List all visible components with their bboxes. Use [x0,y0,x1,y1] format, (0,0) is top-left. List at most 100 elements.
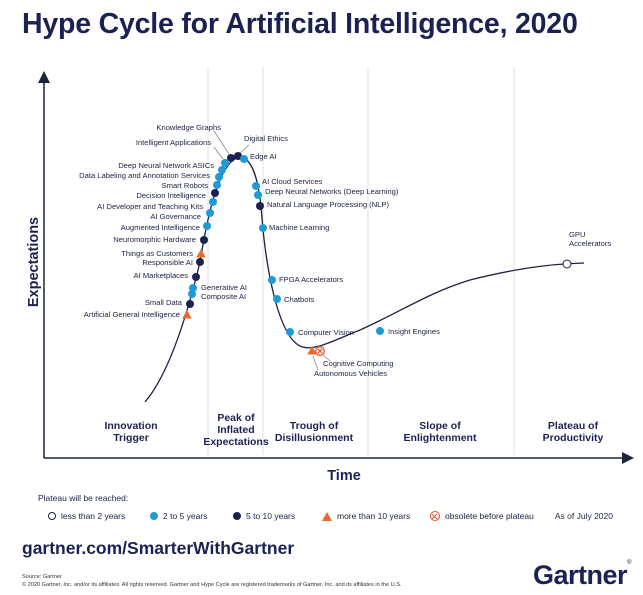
marker-generative-ai-cyan-dot-icon [189,284,197,292]
marker-augmented-intelligence-cyan-dot-icon [203,222,211,230]
phase-label-peak-of-inflated-expectations: Peak of Inflated Expectations [203,412,269,448]
callout-lines [213,130,331,371]
label-chatbots: Chatbots [284,295,315,304]
marker-gpu-accelerators-open-circle-icon [562,259,572,269]
label-things-as-customers: Things as Customers [121,249,193,258]
label-deep-neural-network-asics: Deep Neural Network ASICs [118,161,214,170]
label-edge-ai: Edge AI [250,152,277,161]
technology-markers [182,152,572,356]
phase-dividers [207,67,515,455]
copyright-note: © 2020 Gartner, Inc. and/or its affiliat… [22,582,402,588]
marker-small-data-navy-dot-icon [186,300,194,308]
marker-natural-language-processing-nlp-navy-dot-icon [256,202,264,210]
legend-item-5-to-10: 5 to 10 years [233,511,295,521]
label-generative-ai: Generative AI [201,283,247,292]
phase-labels: Innovation Trigger Peak of Inflated Expectat… [104,412,603,448]
gartner-logo: Gartner® [533,560,631,591]
label-responsible-ai: Responsible AI [142,258,193,267]
open-circle-icon [48,512,56,520]
label-augmented-intelligence: Augmented Intelligence [121,223,200,232]
label-ai-developer-and-teaching-kits: AI Developer and Teaching Kits [97,202,203,211]
marker-ai-developer-and-teaching-kits-cyan-dot-icon [209,198,217,206]
label-cognitive-computing: Cognitive Computing [323,359,394,368]
hype-cycle-chart: Expectations Time Innovation Trigger Peak … [26,67,634,484]
marker-ai-marketplaces-navy-dot-icon [192,273,200,281]
label-gpu-accelerators: GPU Accelerators [569,230,611,248]
legend-label: more than 10 years [337,511,411,521]
source-note: Source: Gartner [22,574,62,580]
legend-item-obsolete: obsolete before plateau [430,511,534,521]
orange-triangle-icon [322,511,332,521]
callout-line-digital-ethics [239,144,250,154]
y-axis-label: Expectations [26,217,42,307]
x-axis-label: Time [327,468,361,484]
navy-dot-icon [233,512,241,520]
marker-things-as-customers-triangle-icon [196,249,206,258]
as-of-date: As of July 2020 [554,511,613,521]
label-natural-language-processing-nlp: Natural Language Processing (NLP) [267,200,389,209]
callout-line-intelligent-applications [213,146,224,160]
label-smart-robots: Smart Robots [162,181,209,190]
phase-label-innovation-trigger: Innovation Trigger [104,420,157,444]
callout-line-autonomous-vehicles [312,355,319,371]
marker-composite-ai-cyan-dot-icon [188,290,196,298]
marker-knowledge-graphs-navy-dot-icon [227,154,235,162]
label-data-labeling-and-annotation-services: Data Labeling and Annotation Services [79,171,210,180]
marker-fpga-accelerators-cyan-dot-icon [268,276,276,284]
marker-ai-cloud-services-cyan-dot-icon [252,182,260,190]
phase-label-plateau-of-productivity: Plateau of Productivity [543,420,604,444]
phase-label-slope-of-enlightenment: Slope of Enlightenment [404,420,477,444]
marker-decision-intelligence-navy-dot-icon [211,189,219,197]
legend-heading: Plateau will be reached: [38,493,129,503]
legend-item-less-than-2: less than 2 years [48,511,125,521]
marker-data-labeling-and-annotation-services-cyan-dot-icon [215,173,223,181]
marker-digital-ethics-navy-dot-icon [234,152,242,160]
technology-labels: Knowledge Graphs Intelligent Applications… [79,123,611,378]
label-autonomous-vehicles: Autonomous Vehicles [314,369,387,378]
label-digital-ethics: Digital Ethics [244,134,288,143]
legend-item-2-to-5: 2 to 5 years [150,511,207,521]
marker-autonomous-vehicles-triangle-icon [307,346,317,355]
footer-link[interactable]: gartner.com/SmarterWithGartner [22,538,295,558]
cyan-dot-icon [150,512,158,520]
callout-line-knowledge-graphs [213,130,230,155]
marker-neuromorphic-hardware-navy-dot-icon [200,236,208,244]
callout-line-cognitive-computing [322,354,331,362]
marker-chatbots-cyan-dot-icon [273,295,281,303]
label-ai-governance: AI Governance [150,212,201,221]
label-machine-learning: Machine Learning [269,223,329,232]
label-insight-engines: Insight Engines [388,327,440,336]
marker-responsible-ai-navy-dot-icon [196,258,204,266]
label-knowledge-graphs: Knowledge Graphs [156,123,221,132]
marker-machine-learning-cyan-dot-icon [259,224,267,232]
obsolete-circle-icon [430,511,440,521]
label-neuromorphic-hardware: Neuromorphic Hardware [113,235,196,244]
marker-artificial-general-intelligence-triangle-icon [182,310,192,319]
legend: Plateau will be reached: less than 2 yea… [0,488,643,528]
marker-insight-engines-cyan-dot-icon [376,327,384,335]
label-decision-intelligence: Decision Intelligence [136,191,206,200]
page-title: Hype Cycle for Artificial Intelligence, … [22,8,578,40]
legend-item-more-than-10: more than 10 years [322,511,410,521]
marker-cognitive-computing-obsolete-icon [315,346,325,356]
legend-label: 2 to 5 years [163,511,208,521]
legend-label: 5 to 10 years [246,511,296,521]
label-computer-vision: Computer Vision [298,328,354,337]
logo-text: Gartner [533,560,628,590]
logo-registered-mark: ® [627,560,631,566]
label-deep-neural-networks-deep-learning: Deep Neural Networks (Deep Learning) [265,187,399,196]
marker-intelligent-applications-cyan-dot-icon [221,159,229,167]
marker-computer-vision-cyan-dot-icon [286,328,294,336]
marker-deep-neural-network-asics-cyan-dot-icon [218,166,226,174]
marker-deep-neural-networks-deep-learning-cyan-dot-icon [254,191,262,199]
legend-label: less than 2 years [61,511,126,521]
legend-label: obsolete before plateau [445,511,534,521]
label-artificial-general-intelligence: Artificial General Intelligence [84,310,180,319]
label-ai-cloud-services: AI Cloud Services [262,177,323,186]
label-fpga-accelerators: FPGA Accelerators [279,275,343,284]
label-ai-marketplaces: AI Marketplaces [134,271,189,280]
label-small-data: Small Data [145,298,183,307]
phase-label-trough-of-disillusionment: Trough of Disillusionment [275,420,354,444]
marker-ai-governance-cyan-dot-icon [206,209,214,217]
marker-smart-robots-cyan-dot-icon [213,181,221,189]
